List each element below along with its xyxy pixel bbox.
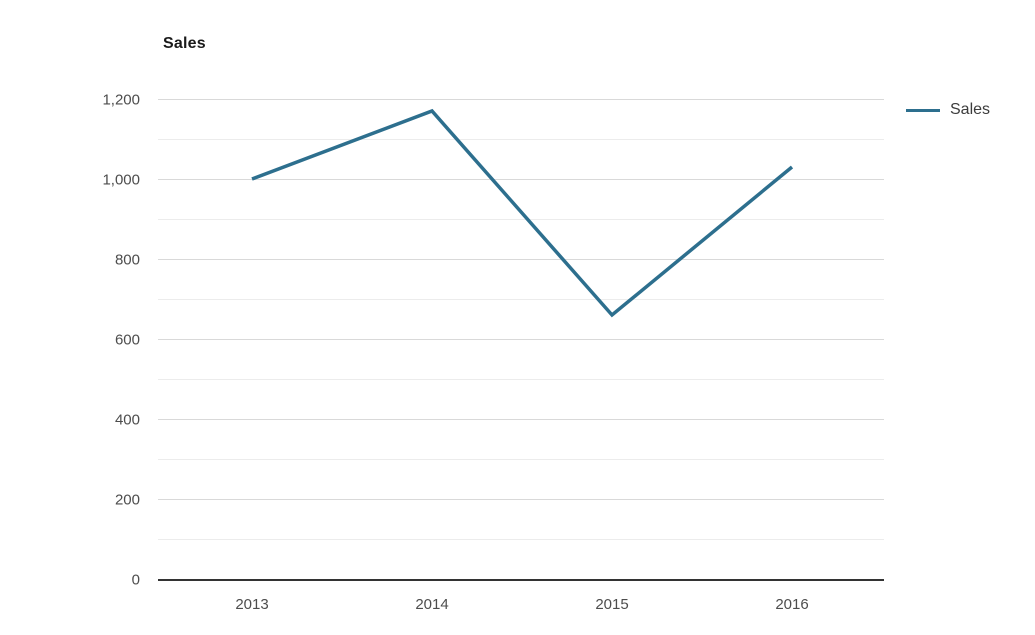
legend: Sales [906,101,990,119]
x-axis-tick-label: 2016 [775,596,808,613]
legend-label: Sales [950,101,991,118]
y-axis-tick-label: 800 [115,252,140,269]
y-axis-tick-label: 600 [115,332,140,349]
sales-series-line [251,108,794,318]
y-axis-tick-label: 200 [115,492,140,509]
y-axis-tick-label: 1,200 [102,92,140,109]
y-axis-tick-label: 0 [132,572,140,589]
chart-title: Sales [163,35,206,52]
legend-line-swatch [906,108,940,112]
y-axis-tick-label: 400 [115,412,140,429]
x-axis-tick-label: 2013 [235,596,268,613]
x-axis-tick-label: 2015 [595,596,628,613]
y-axis-tick-label: 1,000 [102,172,140,189]
x-axis-tick-label: 2014 [415,596,448,613]
